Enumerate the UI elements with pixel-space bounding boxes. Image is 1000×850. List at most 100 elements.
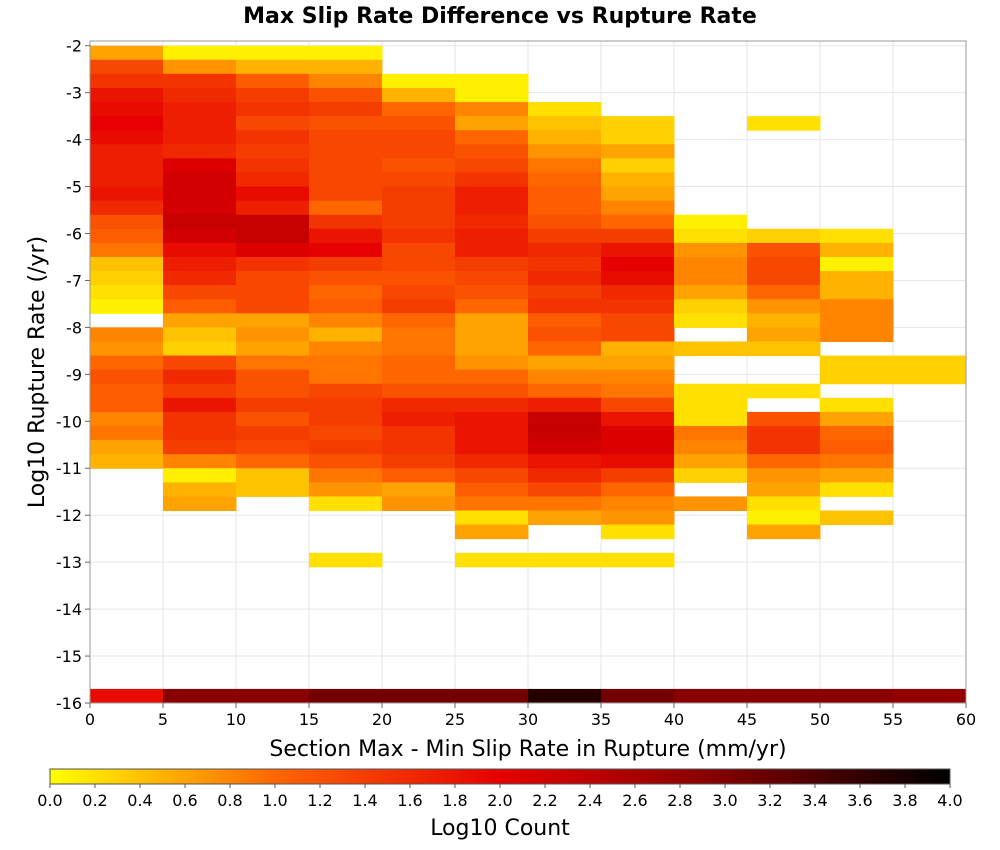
heatmap-cell [382,299,456,314]
heatmap-cell [674,468,748,483]
heatmap-cell [674,383,748,399]
y-axis-label: Log10 Rupture Rate (/yr) [25,236,50,508]
heatmap-cell [309,496,383,512]
heatmap-cell [528,116,602,131]
heatmap-cell [528,688,602,703]
heatmap-cell [382,688,456,703]
chart-title: Max Slip Rate Difference vs Rupture Rate [243,4,757,29]
heatmap-cell [90,327,164,342]
heatmap-cell [893,355,967,371]
heatmap-cell [528,158,602,173]
heatmap-cell [820,454,894,469]
heatmap-cell [601,285,675,300]
heatmap-cell [601,116,675,131]
heatmap-cell [455,242,529,258]
colorbar-tick-label: 0.6 [172,791,197,810]
heatmap-cell [528,172,602,188]
heatmap-cell [528,327,602,342]
heatmap-cell [528,552,602,568]
heatmap-cell [163,355,237,371]
heatmap-cell [601,468,675,483]
heatmap-cell [820,271,894,286]
heatmap-cell [236,355,310,371]
heatmap-cell [674,411,748,427]
heatmap-cell [382,200,456,216]
x-tick-label: 45 [737,710,757,729]
colorbar-gradient [49,768,951,785]
heatmap-cell [163,158,237,173]
heatmap-cell [309,73,383,89]
heatmap-cell [90,411,164,427]
heatmap-cell [382,440,456,455]
heatmap-cell [820,256,894,272]
heatmap-cell [601,130,675,145]
heatmap-cell [747,482,821,497]
heatmap-cell [601,144,675,159]
heatmap-cell [674,313,748,328]
heatmap-cell [820,242,894,258]
heatmap-cell [382,87,456,103]
heatmap-cell [90,341,164,357]
heatmap-cell [309,45,383,61]
heatmap-cell [163,482,237,497]
heatmap-cell [90,102,164,117]
heatmap-cell [309,242,383,258]
heatmap-cell [674,242,748,258]
y-tick-label: -3 [66,84,82,103]
heatmap-cell [601,228,675,244]
heatmap-cell [455,130,529,145]
y-tick-label: -12 [56,506,82,525]
heatmap-cell [309,102,383,117]
y-axis: -2 -3 -4 -5 -6 -7 -8 -9 -10 -11 -12 -13 -14 -15 -16 [56,37,90,713]
heatmap-cell [747,228,821,244]
colorbar-tick-label: 1.8 [442,791,467,810]
heatmap-cell [455,552,529,568]
heatmap-cell [747,496,821,512]
heatmap-cell [309,425,383,441]
heatmap-cell [674,496,748,512]
heatmap-cell [820,468,894,483]
heatmap-cell [820,425,894,441]
heatmap-cell [820,688,894,703]
y-tick-label: -5 [66,178,82,197]
heatmap-cell [820,313,894,328]
heatmap-cell [309,454,383,469]
colorbar-tick-label: 3.2 [757,791,782,810]
heatmap-cell [382,327,456,342]
heatmap-cell [236,411,310,427]
heatmap-cell [236,73,310,89]
heatmap-cell [236,256,310,272]
x-tick-label: 30 [518,710,538,729]
heatmap-cell [528,242,602,258]
heatmap-cell [455,383,529,399]
y-tick-label: -11 [56,459,82,478]
heatmap-cell [90,144,164,159]
heatmap-cell [236,87,310,103]
heatmap-cell [747,242,821,258]
heatmap-cell [455,355,529,371]
heatmap-cell [455,327,529,342]
colorbar-tick-label: 1.2 [307,791,332,810]
heatmap-cell [309,158,383,173]
heatmap-cell [309,383,383,399]
heatmap-cell [382,144,456,159]
heatmap-cell [747,383,821,399]
heatmap-cell [163,397,237,413]
heatmap-cell [90,299,164,314]
heatmap-cell [163,313,237,328]
heatmap-cell [601,186,675,202]
heatmap-cell [455,440,529,455]
heatmap-cell [528,271,602,286]
heatmap-cell [601,242,675,258]
heatmap-cell [309,130,383,145]
heatmap-cell [455,271,529,286]
heatmap-cell [747,299,821,314]
heatmap-cell [90,200,164,216]
heatmap-cell [601,688,675,703]
heatmap-cell [309,482,383,497]
heatmap-cell [528,411,602,427]
heatmap-cell [309,440,383,455]
heatmap-cell [674,341,748,357]
heatmap-cell [455,256,529,272]
heatmap-cell [90,688,164,703]
